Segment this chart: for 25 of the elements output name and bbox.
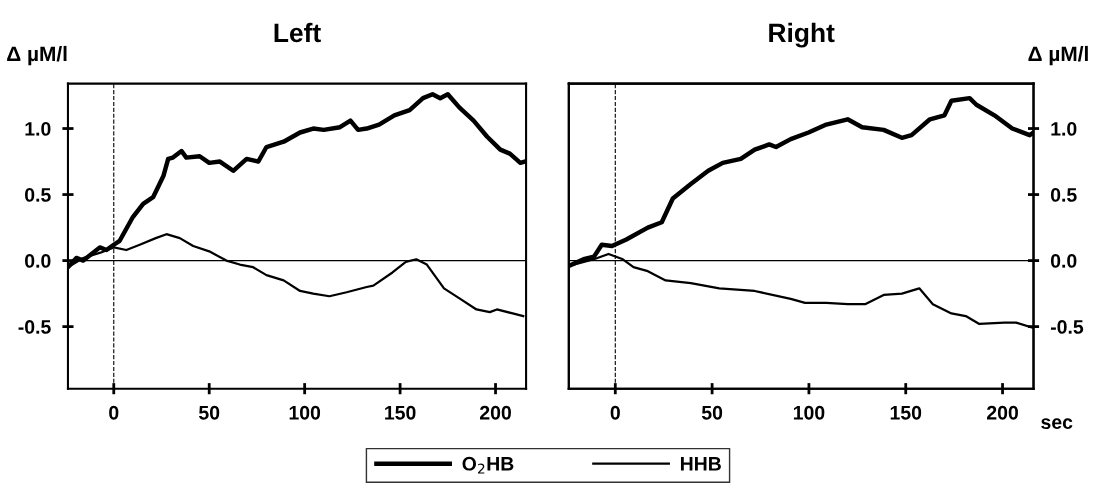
y2-tick-label: 1.0 <box>1051 122 1077 136</box>
x-tick-label: 50 <box>701 405 723 420</box>
legend-label: HHB <box>680 457 721 471</box>
x-tick-label: 100 <box>289 405 321 420</box>
x-axis-title: sec <box>1041 418 1073 429</box>
x-tick-label: 0 <box>610 405 620 420</box>
y-tick-label: 1.0 <box>25 122 51 136</box>
x-tick-label: 200 <box>479 405 511 420</box>
x-tick-label: 50 <box>198 405 220 420</box>
x-tick-label: 150 <box>890 405 922 420</box>
x-tick-label: 150 <box>385 405 416 420</box>
chart-title: Right <box>769 22 835 48</box>
x-tick-label: 200 <box>987 405 1018 420</box>
x-tick-label: 0 <box>109 405 119 420</box>
chart-title: Left <box>274 22 321 43</box>
y2-tick-label: 0.5 <box>1050 188 1077 202</box>
y-tick-label: 0.0 <box>25 254 51 268</box>
legend-label: O$_{2}$HB <box>462 456 514 474</box>
y2-axis-title: Δ µM/l <box>1028 45 1088 66</box>
y2-tick-label: 0.0 <box>1050 254 1077 268</box>
y-tick-label: -0.5 <box>18 320 51 334</box>
y-tick-label: 0.5 <box>25 188 51 202</box>
x-tick-label: 100 <box>793 405 825 420</box>
y2-tick-label: -0.5 <box>1050 320 1084 334</box>
y-axis-title: Δ µM/l <box>7 45 67 66</box>
